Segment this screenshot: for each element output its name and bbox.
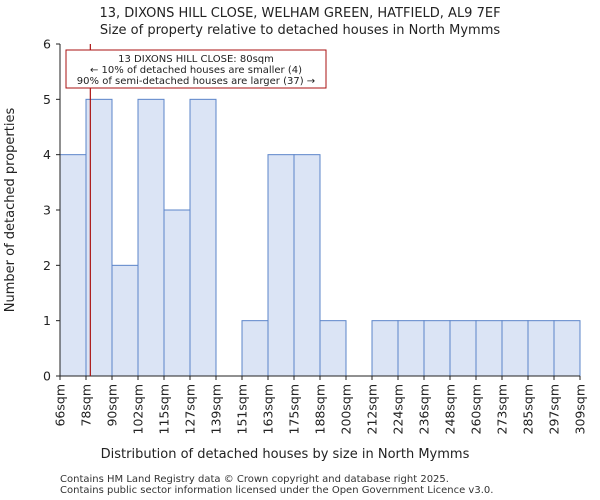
bar-127sqm — [189, 98, 217, 377]
annotation-border — [65, 49, 327, 89]
chart-title: 13, DIXONS HILL CLOSE, WELHAM GREEN, HAT… — [99, 6, 500, 21]
annotation-line-3: 90% of semi-detached houses are larger (… — [77, 76, 315, 87]
y-tick-label: 2 — [43, 258, 51, 273]
bar-297sqm — [553, 320, 581, 377]
annotation-box: 13 DIXONS HILL CLOSE: 80sqm ← 10% of det… — [65, 49, 327, 89]
bar-66sqm — [59, 154, 87, 377]
y-tick-label: 3 — [43, 203, 51, 218]
x-tick-label: 78sqm — [79, 384, 94, 427]
x-tick-label: 285sqm — [521, 384, 536, 434]
x-tick-label: 151sqm — [235, 384, 250, 434]
y-tick-label: 4 — [43, 147, 51, 162]
x-tick-label: 297sqm — [547, 384, 562, 434]
chart-subtitle: Size of property relative to detached ho… — [100, 23, 501, 38]
bar-285sqm — [527, 320, 555, 377]
x-tick-label: 90sqm — [105, 384, 120, 427]
y-tick-label: 0 — [43, 369, 51, 384]
y-tick-label: 1 — [43, 313, 51, 328]
bar-248sqm — [449, 320, 477, 377]
annotation-line-2: ← 10% of detached houses are smaller (4) — [90, 65, 302, 76]
x-tick-label: 248sqm — [443, 384, 458, 434]
x-tick-label: 236sqm — [417, 384, 432, 434]
x-tick-label: 212sqm — [365, 384, 380, 434]
bar-273sqm — [501, 320, 529, 377]
bar-236sqm — [423, 320, 451, 377]
x-tick-label: 175sqm — [287, 384, 302, 434]
x-tick-label: 115sqm — [157, 384, 172, 434]
x-axis-ticks: 66sqm 78sqm 90sqm 102sqm 115sqm 127sqm 139sqm 1… — [53, 376, 588, 434]
bar-102sqm — [137, 98, 165, 377]
y-axis-label: Number of detached properties — [3, 108, 18, 313]
x-tick-label: 163sqm — [261, 384, 276, 434]
bar-212sqm — [371, 320, 399, 377]
bar-224sqm — [397, 320, 425, 377]
x-tick-label: 224sqm — [391, 384, 406, 434]
bar-90sqm — [111, 264, 139, 377]
footer-licence: Contains public sector information licen… — [60, 485, 494, 496]
bar-260sqm — [475, 320, 503, 377]
x-tick-label: 260sqm — [469, 384, 484, 434]
x-tick-label: 102sqm — [131, 384, 146, 434]
histogram-chart: 13, DIXONS HILL CLOSE, WELHAM GREEN, HAT… — [3, 6, 588, 462]
x-tick-label: 127sqm — [183, 384, 198, 434]
bar-115sqm — [163, 209, 191, 377]
y-tick-label: 5 — [43, 92, 51, 107]
x-tick-label: 139sqm — [209, 384, 224, 434]
y-axis-ticks: 0 1 2 3 4 5 6 — [43, 37, 60, 384]
bars-group — [59, 98, 581, 377]
annotation-line-1: 13 DIXONS HILL CLOSE: 80sqm — [118, 54, 274, 65]
x-tick-label: 200sqm — [339, 384, 354, 434]
bar-163sqm — [267, 154, 295, 377]
x-tick-label: 273sqm — [495, 384, 510, 434]
bar-188sqm — [319, 320, 347, 377]
bar-175sqm — [293, 154, 321, 377]
y-tick-label: 6 — [43, 37, 51, 52]
bar-151sqm — [241, 320, 269, 377]
x-axis-label: Distribution of detached houses by size … — [101, 447, 470, 462]
x-tick-label: 309sqm — [573, 384, 588, 434]
footer-copyright: Contains HM Land Registry data © Crown c… — [60, 474, 449, 485]
x-tick-label: 188sqm — [313, 384, 328, 434]
x-tick-label: 66sqm — [53, 384, 68, 427]
